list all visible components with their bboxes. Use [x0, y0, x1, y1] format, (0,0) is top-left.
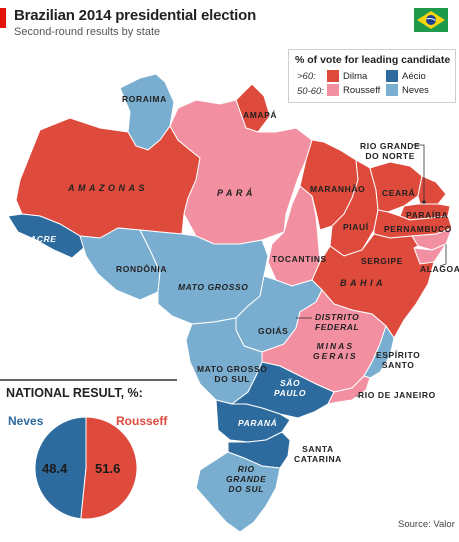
label-bahia: BAHIA [340, 278, 386, 288]
national-left-name: Neves [8, 414, 44, 428]
pie-slice-rousseff [80, 416, 138, 520]
national-right-value: 51.6 [95, 461, 121, 476]
source-note: Source: Valor [398, 519, 455, 530]
label-amapa: AMAPÁ [243, 110, 278, 120]
label-sao-paulo: SÃO PAULO [274, 378, 307, 398]
state-rio-grande-do-norte[interactable] [417, 175, 447, 205]
label-acre: ACRE [30, 234, 57, 244]
label-santa-catarina: SANTA CATARINA [294, 444, 342, 464]
label-espirito-santo: ESPÍRITO SANTO [376, 350, 421, 370]
label-para: PARÁ [217, 188, 256, 198]
label-paraiba: PARAÍBA [406, 210, 449, 220]
label-amazonas: AMAZONAS [68, 183, 148, 193]
label-distrito-federal: DISTRITO FEDERAL [315, 312, 360, 332]
label-tocantins: TOCANTINS [272, 254, 327, 264]
label-sergipe: SERGIPE [361, 256, 403, 266]
label-parana: PARANÁ [238, 418, 278, 428]
legend-row-mid: 50-60: [297, 86, 324, 97]
legend-swatch-rousseff-light [327, 84, 339, 96]
label-rio-de-janeiro: RIO DE JANEIRO [358, 390, 436, 400]
label-piaui: PIAUÍ [343, 222, 369, 232]
legend-swatch-neves-strong [386, 70, 398, 82]
title-accent-bar [0, 8, 6, 28]
legend-swatch-rousseff-strong [327, 70, 339, 82]
label-goias: GOIÁS [258, 326, 289, 336]
pie-slice-neves [34, 416, 87, 520]
label-rio-grande-do-norte: RIO GRANDE DO NORTE [360, 141, 421, 161]
state-rio-de-janeiro[interactable] [327, 375, 371, 405]
legend-candidate-a: Dilma Rousseff [343, 71, 381, 96]
state-sao-paulo[interactable] [230, 361, 335, 419]
page-title: Brazilian 2014 presidential election [14, 7, 257, 24]
legend-row-high: >60: [297, 71, 316, 82]
legend-swatch-neves-light [386, 84, 398, 96]
national-pie-chart [34, 416, 138, 520]
state-rio-grande-do-sul[interactable] [195, 451, 281, 533]
label-ceara: CEARÁ [382, 188, 416, 198]
label-pernambuco: PERNAMBUCO [384, 224, 452, 234]
national-left-value: 48.4 [42, 461, 68, 476]
brazil-flag-icon [414, 8, 448, 32]
label-mato-grosso: MATO GROSSO [178, 282, 249, 292]
label-roraima: RORAIMA [122, 94, 167, 104]
legend: % of vote for leading candidate [288, 49, 456, 103]
label-maranhao: MARANHÃO [310, 184, 366, 194]
state-ceara[interactable] [369, 161, 423, 213]
legend-title: % of vote for leading candidate [295, 54, 451, 66]
legend-candidate-b: Aécio Neves [402, 71, 429, 96]
label-minas-gerais: MINAS GERAIS [313, 341, 358, 361]
national-result-title: NATIONAL RESULT, %: [6, 386, 143, 400]
label-rio-grande-do-sul: RIO GRANDE DO SUL [226, 464, 267, 494]
state-para[interactable] [169, 99, 313, 245]
state-parana[interactable] [215, 399, 291, 443]
label-rondonia: RONDÔNIA [116, 264, 168, 274]
national-right-name: Rousseff [116, 414, 168, 428]
leader-lines [296, 144, 447, 397]
label-mato-grosso-do-sul: MATO GROSSO DO SUL [197, 364, 268, 384]
page-subtitle: Second-round results by state [14, 26, 161, 38]
